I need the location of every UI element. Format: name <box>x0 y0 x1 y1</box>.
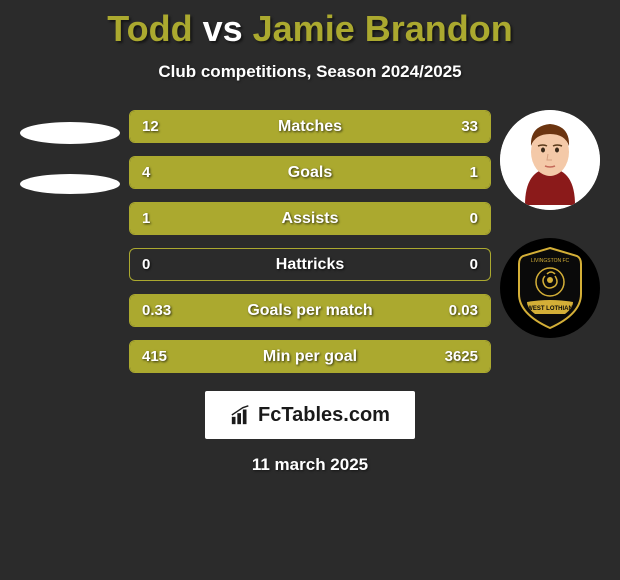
right-avatar-column: WEST LOTHIAN LIVINGSTON FC <box>495 110 605 338</box>
stat-value-right: 1 <box>470 164 478 181</box>
stat-fill-left <box>130 157 418 188</box>
stat-value-left: 0 <box>142 256 150 273</box>
footer-logo-text: FcTables.com <box>258 404 390 427</box>
stat-value-left: 4 <box>142 164 150 181</box>
stat-value-left: 415 <box>142 348 167 365</box>
stat-row: 4 1 Goals <box>129 156 491 189</box>
player2-avatar <box>500 110 600 210</box>
player1-name: Todd <box>107 8 192 49</box>
player1-avatar <box>20 122 120 144</box>
stat-row: 0.33 0.03 Goals per match <box>129 294 491 327</box>
subtitle: Club competitions, Season 2024/2025 <box>0 62 620 82</box>
svg-text:LIVINGSTON FC: LIVINGSTON FC <box>531 258 570 264</box>
stat-value-left: 0.33 <box>142 302 171 319</box>
stat-label: Goals per match <box>247 302 372 320</box>
stat-row: 0 0 Hattricks <box>129 248 491 281</box>
stat-value-right: 0.03 <box>449 302 478 319</box>
chart-icon <box>230 404 252 426</box>
player1-club-badge <box>20 174 120 194</box>
comparison-infographic: Todd vs Jamie Brandon Club competitions,… <box>0 0 620 580</box>
stat-value-right: 3625 <box>445 348 478 365</box>
stat-row: 415 3625 Min per goal <box>129 340 491 373</box>
player2-name: Jamie Brandon <box>253 8 513 49</box>
stat-label: Goals <box>288 164 332 182</box>
stat-row: 1 0 Assists <box>129 202 491 235</box>
stat-row: 12 33 Matches <box>129 110 491 143</box>
stat-value-left: 12 <box>142 118 159 135</box>
stat-value-right: 0 <box>470 210 478 227</box>
page-title: Todd vs Jamie Brandon <box>0 8 620 50</box>
svg-text:WEST LOTHIAN: WEST LOTHIAN <box>527 306 573 312</box>
stat-value-right: 0 <box>470 256 478 273</box>
footer-logo: FcTables.com <box>205 391 415 439</box>
stat-value-left: 1 <box>142 210 150 227</box>
shield-icon: WEST LOTHIAN LIVINGSTON FC <box>515 246 585 330</box>
left-avatar-column <box>15 110 125 194</box>
stat-label: Matches <box>278 118 342 136</box>
face-icon <box>500 110 600 210</box>
footer-date: 11 march 2025 <box>0 455 620 475</box>
stats-column: 12 33 Matches 4 1 Goals 1 0 Assists 0 0 Hattricks 0.… <box>125 110 495 373</box>
stat-fill-right <box>418 157 490 188</box>
stat-label: Hattricks <box>276 256 344 274</box>
player2-club-badge: WEST LOTHIAN LIVINGSTON FC <box>500 238 600 338</box>
vs-separator: vs <box>203 8 243 49</box>
stat-label: Assists <box>282 210 339 228</box>
main-comparison-area: 12 33 Matches 4 1 Goals 1 0 Assists 0 0 Hattricks 0.… <box>0 110 620 373</box>
stat-fill-right <box>224 111 490 142</box>
stat-label: Min per goal <box>263 348 357 366</box>
stat-value-right: 33 <box>461 118 478 135</box>
